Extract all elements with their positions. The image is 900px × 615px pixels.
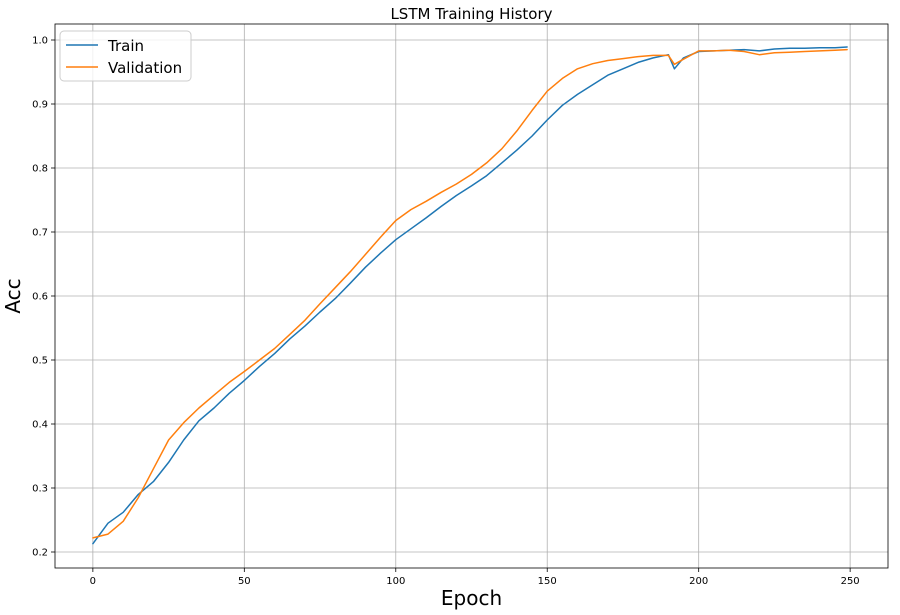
y-tick-label: 0.4 [32,420,48,431]
x-tick-label: 250 [841,576,860,587]
legend: Train Validation [59,30,192,82]
x-tick-label: 200 [689,576,708,587]
y-tick-label: 0.7 [32,228,48,239]
x-axis-label: Epoch [441,586,502,610]
tick-layer: 0 50 100 150 200 250 0.2 0.3 0.4 0.5 0.6 0.7 0.8 0.9 1… [32,36,860,588]
chart-title: LSTM Training History [390,5,552,23]
y-axis-label: Acc [1,278,25,313]
y-tick-label: 0.2 [32,548,48,559]
x-tick-label: 150 [538,576,557,587]
y-tick-label: 0.9 [32,100,48,111]
y-tick-label: 0.3 [32,484,48,495]
grid-layer [55,24,888,568]
x-tick-label: 50 [238,576,251,587]
y-tick-label: 0.5 [32,356,48,367]
legend-box [59,30,192,82]
legend-label-validation: Validation [108,59,182,77]
series-layer [92,46,848,545]
y-tick-label: 0.6 [32,292,48,303]
y-tick-label: 1.0 [32,36,48,47]
x-tick-label: 100 [386,576,405,587]
x-tick-label: 0 [90,576,96,587]
legend-label-train: Train [107,37,144,55]
series-line-validation [92,48,848,539]
y-tick-label: 0.8 [32,164,48,175]
